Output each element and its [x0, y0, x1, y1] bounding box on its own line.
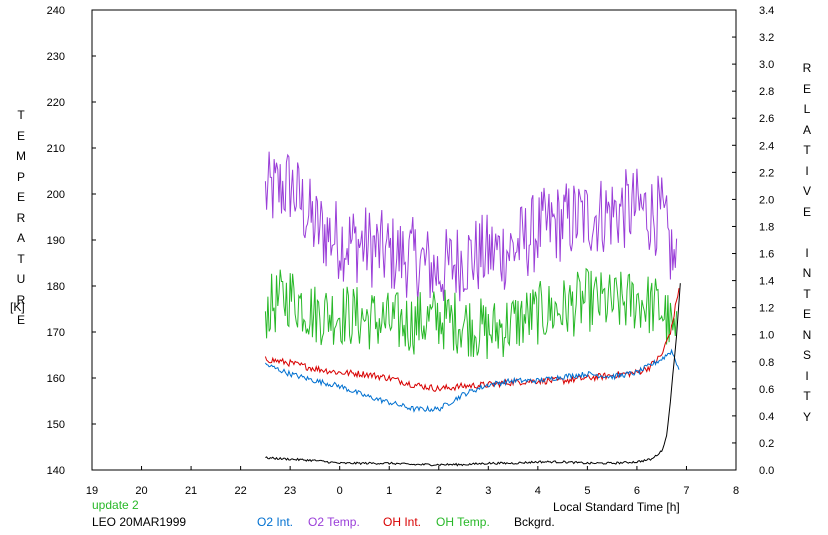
left-tick-label: 160 [47, 373, 65, 385]
x-tick-label: 20 [135, 485, 147, 497]
series-layer [264, 151, 681, 467]
series-line-o2-temp [264, 151, 678, 302]
right-tick-label: 0.6 [759, 384, 774, 396]
x-tick-label: 7 [683, 485, 689, 497]
x-tick-label: 21 [185, 485, 197, 497]
series-line-o2-int [264, 348, 680, 413]
legend-o2-int: O2 Int. [257, 515, 294, 529]
series-line-oh-int [264, 288, 680, 393]
x-axis-title: Local Standard Time [h] [553, 500, 680, 514]
right-tick-label: 0.8 [759, 357, 774, 369]
right-tick-label: 3.4 [759, 5, 774, 17]
right-tick-label: 3.0 [759, 59, 774, 71]
x-tick-label: 8 [733, 485, 739, 497]
x-tick-label: 19 [86, 485, 98, 497]
right-tick-label: 2.6 [759, 113, 774, 125]
left-tick-label: 150 [47, 419, 65, 431]
x-tick-label: 0 [337, 485, 343, 497]
series-line-oh-temp [264, 267, 678, 360]
right-tick-label: 2.2 [759, 167, 774, 179]
right-tick-label: 1.8 [759, 221, 774, 233]
x-tick-label: 6 [634, 485, 640, 497]
legend-oh-int: OH Int. [383, 515, 422, 529]
left-tick-label: 220 [47, 97, 65, 109]
right-tick-label: 1.2 [759, 303, 774, 315]
legend-o2-temp: O2 Temp. [308, 515, 360, 529]
update-note: update 2 [92, 498, 139, 512]
right-tick-label: 1.0 [759, 330, 774, 342]
left-tick-label: 200 [47, 189, 65, 201]
right-tick-label: 1.6 [759, 249, 774, 261]
right-tick-label: 2.0 [759, 194, 774, 206]
left-tick-label: 170 [47, 327, 65, 339]
right-tick-label: 2.8 [759, 86, 774, 98]
left-tick-label: 210 [47, 143, 65, 155]
left-axis-unit: [K] [10, 300, 25, 314]
left-tick-label: 180 [47, 281, 65, 293]
x-tick-label: 3 [485, 485, 491, 497]
left-axis-ticks: 140 150 160 170 180 190 200 210 220 230 240 [47, 5, 96, 477]
right-tick-label: 0.2 [759, 438, 774, 450]
x-tick-label: 1 [386, 485, 392, 497]
x-tick-label: 22 [234, 485, 246, 497]
legend-oh-temp: OH Temp. [436, 515, 490, 529]
x-axis-ticks: 19 20 21 22 23 0 1 2 3 4 5 6 7 8 [86, 466, 739, 497]
right-tick-label: 3.2 [759, 32, 774, 44]
series-line-bckgrd [265, 283, 681, 467]
legend-bckgrd: Bckgrd. [514, 515, 555, 529]
right-tick-label: 0.4 [759, 411, 774, 423]
left-tick-label: 140 [47, 465, 65, 477]
x-tick-label: 2 [436, 485, 442, 497]
right-tick-label: 2.4 [759, 140, 774, 152]
left-tick-label: 240 [47, 5, 65, 17]
right-tick-label: 0.0 [759, 465, 774, 477]
left-tick-label: 190 [47, 235, 65, 247]
right-tick-label: 1.4 [759, 276, 774, 288]
x-tick-label: 5 [584, 485, 590, 497]
x-tick-label: 23 [284, 485, 296, 497]
x-tick-label: 4 [535, 485, 541, 497]
station-label: LEO 20MAR1999 [92, 515, 187, 529]
right-axis-ticks: 0.0 0.2 0.4 0.6 0.8 1.0 1.2 1.4 1.6 1.8 2.0 2.2 2.4 2… [732, 5, 774, 477]
left-tick-label: 230 [47, 51, 65, 63]
